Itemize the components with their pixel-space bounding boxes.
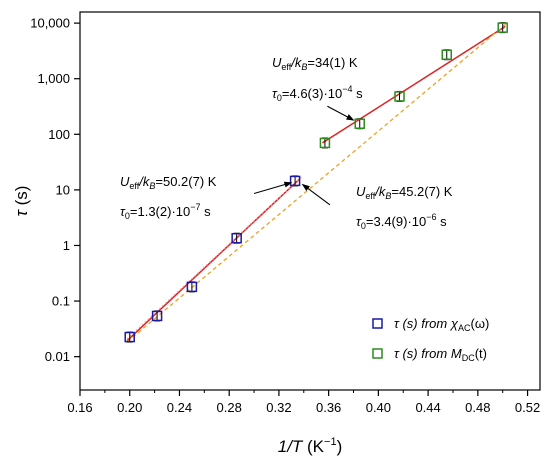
annotation-ueff-34-energy: Ueff/kB=34(1) K xyxy=(272,55,358,72)
y-tick-label: 1 xyxy=(63,238,70,253)
data-point-chi-ac xyxy=(124,331,135,343)
x-tick-label: 0.32 xyxy=(266,400,291,415)
data-points xyxy=(124,22,508,343)
legend-marker-chi-ac xyxy=(372,318,383,329)
x-tick-label: 0.24 xyxy=(167,400,192,415)
data-point-m-dc xyxy=(319,137,331,149)
y-tick-label: 10,000 xyxy=(30,16,70,31)
data-point-chi-ac xyxy=(231,232,242,244)
y-axis-title: τ (s) xyxy=(12,186,31,217)
data-point-chi-ac xyxy=(186,281,198,293)
legend-label-chi-ac: τ (s) from χAC(ω) xyxy=(394,316,489,333)
legend: τ (s) from χAC(ω) τ (s) from MDC(t) xyxy=(372,316,489,363)
annotation-arrow-ann1 xyxy=(253,181,293,195)
annotation-ueff-34: Ueff/kB=34(1) K τ0=4.6(3)·10−4 s xyxy=(272,55,363,103)
plot-frame xyxy=(79,11,541,391)
y-tick-label: 0.01 xyxy=(45,349,70,364)
y-tick-label: 0.1 xyxy=(52,294,70,309)
legend-marker-m-dc xyxy=(372,348,383,359)
fit-line-dash xyxy=(126,23,507,343)
x-tick-label: 0.44 xyxy=(415,400,440,415)
annotation-arrow-ann3 xyxy=(301,183,331,206)
annotation-ueff-50: Ueff/kB=50.2(7) K τ0=1.3(2)·10−7 s xyxy=(120,174,217,221)
x-axis: 0.16 0.20 0.24 0.28 0.32 0.36 0.40 0.44 0.48 0.52 xyxy=(67,390,540,415)
data-point-chi-ac xyxy=(151,310,163,322)
annotation-ueff-34-tau: τ0=4.6(3)·10−4 s xyxy=(272,84,363,103)
x-tick-label: 0.48 xyxy=(465,400,490,415)
fit-line-solid xyxy=(322,25,506,144)
data-point-m-dc xyxy=(441,49,453,61)
y-tick-label: 1,000 xyxy=(37,71,70,86)
x-tick-label: 0.40 xyxy=(366,400,391,415)
x-tick-label: 0.16 xyxy=(67,400,92,415)
x-axis-title: 1/T (K−1) xyxy=(278,436,343,456)
annotation-arrows xyxy=(253,105,355,206)
annotation-ueff-45-energy: Ueff/kB=45.2(7) K xyxy=(356,184,453,201)
data-point-m-dc xyxy=(497,22,508,34)
x-tick-label: 0.52 xyxy=(515,400,540,415)
annotation-ueff-50-energy: Ueff/kB=50.2(7) K xyxy=(120,174,217,191)
x-tick-label: 0.20 xyxy=(117,400,142,415)
annotation-ueff-50-tau: τ0=1.3(2)·10−7 s xyxy=(120,202,211,221)
annotation-arrow-ann2 xyxy=(327,105,355,121)
data-point-chi-ac xyxy=(289,175,301,187)
y-tick-label: 100 xyxy=(48,127,70,142)
fit-lines xyxy=(126,23,507,343)
data-point-m-dc xyxy=(394,90,405,102)
x-tick-label: 0.36 xyxy=(316,400,341,415)
data-point-m-dc xyxy=(354,118,365,130)
y-tick-label: 10 xyxy=(56,182,70,197)
annotation-ueff-45-tau: τ0=3.4(9)·10−6 s xyxy=(356,212,447,231)
y-axis: 0.01 0.1 1 10 100 1,000 10,000 xyxy=(30,16,80,364)
x-tick-label: 0.28 xyxy=(217,400,242,415)
legend-label-m-dc: τ (s) from MDC(t) xyxy=(394,346,487,363)
annotation-ueff-45: Ueff/kB=45.2(7) K τ0=3.4(9)·10−6 s xyxy=(356,184,453,231)
